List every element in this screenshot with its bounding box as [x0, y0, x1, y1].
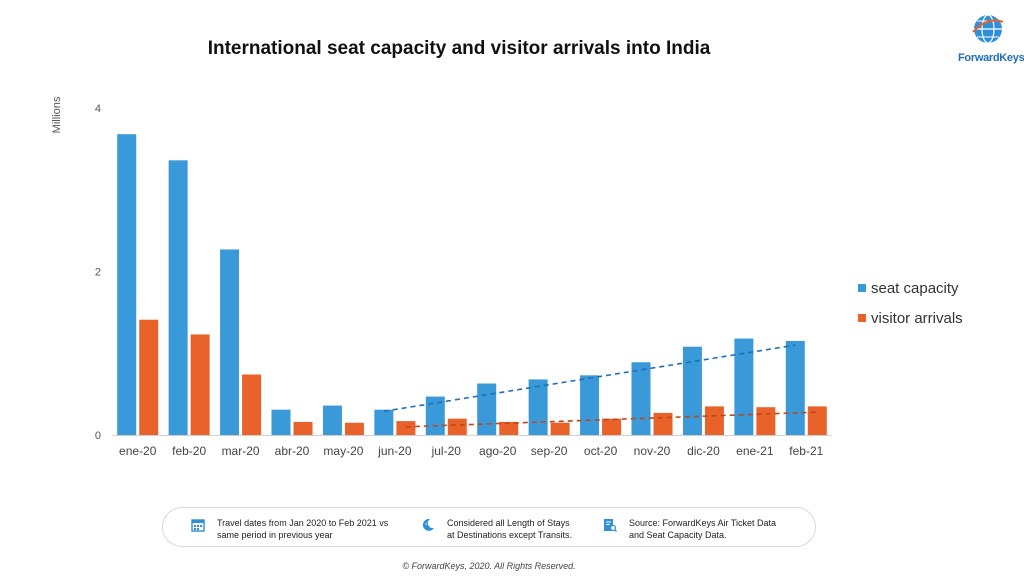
legend-label-visitor-arrivals: visitor arrivals — [871, 309, 963, 327]
x-tick-label: sep-20 — [531, 444, 568, 458]
trendlines — [383, 344, 818, 428]
bar-visitor-arrivals — [190, 334, 210, 435]
x-tick-label: ene-20 — [119, 444, 157, 458]
bars — [117, 134, 827, 435]
bar-visitor-arrivals — [756, 407, 776, 435]
x-tick-label: abr-20 — [275, 444, 310, 458]
bar-visitor-arrivals — [499, 421, 519, 435]
bar-seat-capacity — [528, 379, 548, 435]
legend-item-visitor-arrivals: visitor arrivals — [858, 308, 963, 328]
x-tick-label: ago-20 — [479, 444, 517, 458]
x-tick-label: may-20 — [323, 444, 363, 458]
bar-seat-capacity — [168, 160, 188, 435]
bar-visitor-arrivals — [396, 421, 416, 435]
legend-swatch-seat-capacity — [858, 284, 866, 292]
bar-seat-capacity — [580, 375, 600, 435]
bar-chart: Millions 0 2 4 ene-20 feb-20 mar-20 abr-20 may… — [51, 96, 832, 458]
bar-visitor-arrivals — [242, 374, 262, 435]
legend-label-seat-capacity: seat capacity — [871, 279, 959, 297]
bar-seat-capacity — [682, 346, 702, 435]
bar-visitor-arrivals — [139, 319, 159, 435]
y-axis-ticks: 0 2 4 — [95, 103, 101, 442]
x-tick-label: feb-20 — [172, 444, 206, 458]
bar-seat-capacity — [425, 396, 445, 435]
x-tick-label: feb-21 — [789, 444, 823, 458]
footer-notes: Travel dates from Jan 2020 to Feb 2021 v… — [162, 507, 816, 547]
y-tick-label: 4 — [95, 103, 101, 115]
bar-seat-capacity — [271, 409, 291, 435]
bar-seat-capacity — [117, 134, 137, 435]
bar-visitor-arrivals — [602, 418, 622, 435]
calendar-icon — [191, 519, 205, 532]
logo-text: ForwardKeys — [958, 52, 1024, 64]
moon-icon — [422, 518, 434, 531]
legend-item-seat-capacity: seat capacity — [858, 278, 963, 298]
bar-seat-capacity — [220, 249, 240, 435]
bar-seat-capacity — [785, 340, 805, 435]
x-tick-label: jul-20 — [431, 444, 462, 458]
x-tick-label: jun-20 — [377, 444, 412, 458]
trendline-seat-capacity — [383, 344, 796, 413]
trendline-visitor-arrivals — [405, 411, 818, 428]
bar-visitor-arrivals — [293, 421, 313, 435]
legend-swatch-visitor-arrivals — [858, 314, 866, 322]
forwardkeys-logo: ForwardKeys — [958, 12, 1024, 64]
bar-seat-capacity — [734, 338, 754, 435]
x-tick-label: oct-20 — [584, 444, 618, 458]
note-text-length-of-stay: Considered all Length of Stays at Destin… — [447, 518, 573, 540]
note-travel-dates: Travel dates from Jan 2020 to Feb 2021 v… — [191, 517, 388, 541]
x-axis-ticks: ene-20 feb-20 mar-20 abr-20 may-20 jun-20 jul-… — [119, 444, 824, 458]
bar-visitor-arrivals — [344, 422, 364, 435]
note-source: Source: ForwardKeys Air Ticket Data and … — [603, 517, 776, 541]
legend: seat capacity visitor arrivals — [858, 278, 963, 338]
bar-visitor-arrivals — [704, 406, 724, 435]
bar-seat-capacity — [374, 409, 394, 435]
x-tick-label: ene-21 — [736, 444, 774, 458]
y-axis-label: Millions — [51, 96, 63, 133]
bar-seat-capacity — [322, 405, 342, 435]
y-tick-label: 0 — [95, 430, 101, 442]
chart-title: International seat capacity and visitor … — [207, 38, 711, 59]
copyright: © ForwardKeys, 2020. All Rights Reserved… — [402, 561, 576, 571]
x-tick-label: dic-20 — [687, 444, 720, 458]
x-tick-label: mar-20 — [222, 444, 260, 458]
bar-visitor-arrivals — [653, 412, 673, 435]
bar-seat-capacity — [631, 362, 651, 435]
note-text-travel-dates: Travel dates from Jan 2020 to Feb 2021 v… — [217, 518, 389, 540]
bar-visitor-arrivals — [550, 422, 570, 435]
search-document-icon — [604, 519, 617, 532]
globe-icon — [972, 14, 1004, 44]
x-tick-label: nov-20 — [634, 444, 671, 458]
note-text-source: Source: ForwardKeys Air Ticket Data and … — [629, 518, 777, 540]
bar-visitor-arrivals — [807, 406, 827, 435]
y-tick-label: 2 — [95, 267, 101, 279]
bar-visitor-arrivals — [447, 418, 467, 435]
bar-seat-capacity — [477, 383, 497, 435]
note-length-of-stay: Considered all Length of Stays at Destin… — [421, 517, 572, 541]
